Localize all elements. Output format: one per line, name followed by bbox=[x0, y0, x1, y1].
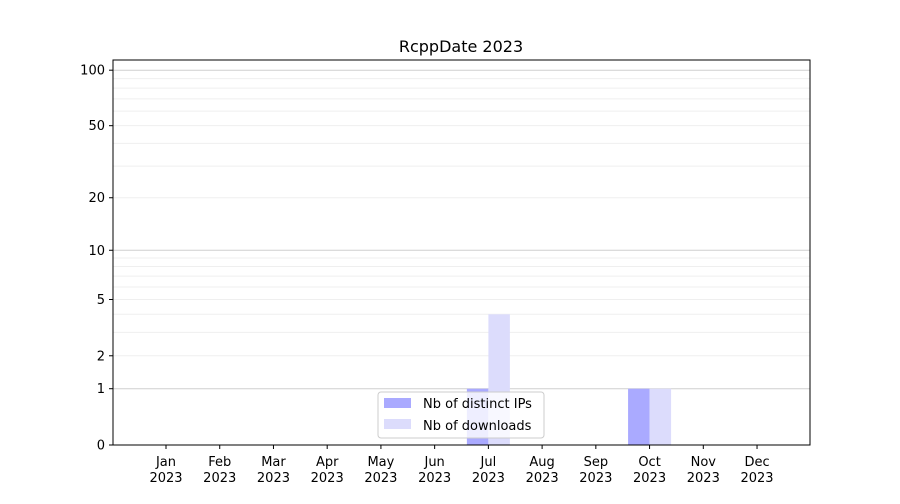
x-tick-label-month: Jan bbox=[155, 455, 176, 470]
x-tick-label-year: 2023 bbox=[472, 471, 505, 486]
x-tick-label-year: 2023 bbox=[633, 471, 666, 486]
x-tick-label-year: 2023 bbox=[149, 471, 182, 486]
x-tick-label-month: Apr bbox=[316, 455, 339, 470]
y-tick-label: 1 bbox=[97, 382, 105, 397]
y-tick-label: 100 bbox=[80, 64, 105, 79]
y-tick-label: 5 bbox=[97, 293, 105, 308]
x-tick-label-month: Feb bbox=[208, 455, 231, 470]
x-tick-label-month: Mar bbox=[261, 455, 286, 470]
y-tick-label: 50 bbox=[88, 119, 105, 134]
y-tick-label: 10 bbox=[88, 244, 105, 259]
x-tick-label-month: Dec bbox=[744, 455, 769, 470]
legend-label-ips: Nb of distinct IPs bbox=[423, 397, 532, 412]
y-tick-label: 0 bbox=[97, 439, 105, 454]
x-tick-label-year: 2023 bbox=[579, 471, 612, 486]
bar-ips-oct bbox=[628, 388, 650, 445]
plot-frame bbox=[112, 59, 811, 446]
x-tick-label-year: 2023 bbox=[257, 471, 290, 486]
x-tick-label-year: 2023 bbox=[740, 471, 773, 486]
x-tick-label-year: 2023 bbox=[203, 471, 236, 486]
x-tick-label-month: Jul bbox=[480, 455, 497, 470]
legend-frame bbox=[377, 391, 545, 439]
legend: Nb of distinct IPs Nb of downloads bbox=[377, 391, 545, 439]
legend-swatch-ips bbox=[384, 398, 411, 408]
x-tick-label-year: 2023 bbox=[418, 471, 451, 486]
x-tick-label-month: Sep bbox=[584, 455, 609, 470]
x-tick-label-month: Oct bbox=[638, 455, 660, 470]
x-tick-label-month: Nov bbox=[691, 455, 717, 470]
axes: 0125102050100Jan2023Feb2023Mar2023Apr202… bbox=[80, 59, 811, 486]
bar-downloads-oct bbox=[649, 388, 672, 445]
x-tick-label-year: 2023 bbox=[311, 471, 344, 486]
y-tick-label: 2 bbox=[97, 349, 105, 364]
legend-label-downloads: Nb of downloads bbox=[423, 419, 532, 434]
x-tick-label-month: May bbox=[367, 455, 394, 470]
y-tick-label: 20 bbox=[88, 191, 105, 206]
grid bbox=[113, 69, 810, 390]
x-tick-label-year: 2023 bbox=[687, 471, 720, 486]
x-tick-label-year: 2023 bbox=[364, 471, 397, 486]
x-tick-label-year: 2023 bbox=[526, 471, 559, 486]
x-tick-label-month: Jun bbox=[423, 455, 444, 470]
legend-swatch-downloads bbox=[384, 419, 411, 429]
chart-title: RcppDate 2023 bbox=[399, 37, 523, 56]
x-tick-label-month: Aug bbox=[529, 455, 554, 470]
